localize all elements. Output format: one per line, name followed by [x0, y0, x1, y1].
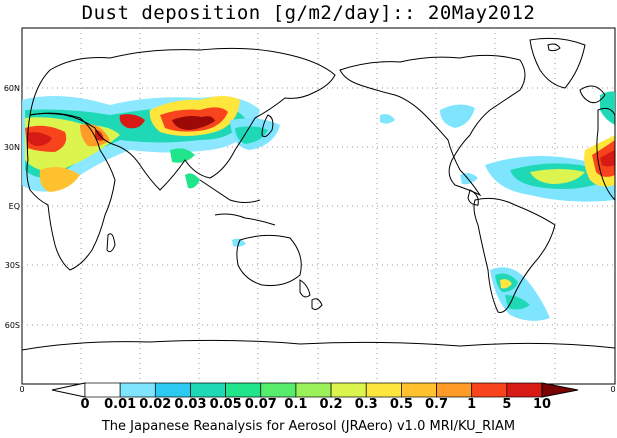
colorbar-segment: [365, 382, 402, 398]
lat-label-30s: 30S: [5, 261, 20, 270]
colorbar-under-triangle: [51, 382, 86, 398]
lat-label-30n: 30N: [4, 143, 20, 152]
colorbar-tick-label: 0.05: [209, 397, 242, 412]
colorbar: [51, 382, 579, 398]
colorbar-segment: [506, 382, 543, 398]
colorbar-tick-label: 5: [502, 397, 512, 412]
colorbar-tick-label: 10: [532, 397, 552, 412]
colorbar-tick-label: 0.02: [139, 397, 172, 412]
map-title: Dust deposition [g/m2/day]:: 20May2012: [81, 2, 536, 24]
colorbar-tick-label: 0.1: [284, 397, 308, 412]
colorbar-over-triangle: [541, 382, 579, 398]
colorbar-tick-label: 0.7: [425, 397, 449, 412]
lat-label-60n: 60N: [4, 84, 20, 93]
colorbar-tick-label: 1: [467, 397, 477, 412]
colorbar-segment: [154, 382, 191, 398]
colorbar-tick-label: 0.01: [104, 397, 137, 412]
footer-credit: The Japanese Reanalysis for Aerosol (JRA…: [101, 419, 516, 434]
colorbar-tick-label: 0.07: [244, 397, 277, 412]
colorbar-tick-label: 0.5: [389, 397, 413, 412]
map-frame: [21, 27, 616, 385]
colorbar-labels: 0 0.01 0.02 0.03 0.05 0.07 0.1 0.2 0.3 0.5 0.7 1 5 10: [0, 397, 617, 412]
lat-label-eq: EQ: [9, 202, 20, 211]
colorbar-end-label-left: 0: [19, 385, 24, 394]
colorbar-tick-label: 0.2: [319, 397, 343, 412]
colorbar-segment: [471, 382, 508, 398]
colorbar-end-label-right: 0: [610, 385, 615, 394]
coastline-outline: [21, 37, 616, 351]
colorbar-segment: [84, 382, 121, 398]
colorbar-segment: [295, 382, 332, 398]
colorbar-segment: [260, 382, 297, 398]
colorbar-tick-label: 0: [80, 397, 90, 412]
colorbar-segment: [225, 382, 262, 398]
colorbar-segment: [436, 382, 473, 398]
colorbar-segment: [330, 382, 367, 398]
colorbar-segment: [401, 382, 437, 398]
latitude-labels: 60N 30N EQ 30S 60S: [4, 84, 20, 330]
colorbar-segment: [119, 382, 156, 398]
colorbar-tick-label: 0.3: [354, 397, 378, 412]
lat-label-60s: 60S: [5, 321, 20, 330]
colorbar-segment: [190, 382, 226, 398]
colorbar-tick-label: 0.03: [174, 397, 207, 412]
